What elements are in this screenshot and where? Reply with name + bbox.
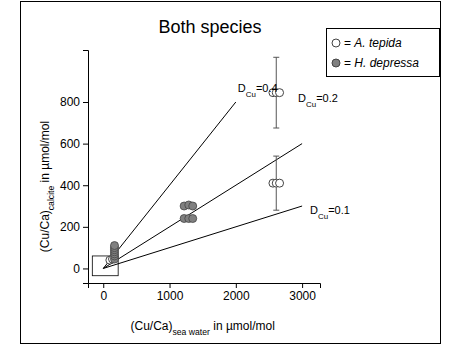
subscript: Cu bbox=[306, 99, 316, 108]
reference-label: DCu=0.4 bbox=[238, 82, 278, 99]
error-bar-cap bbox=[273, 57, 279, 58]
legend-marker bbox=[332, 59, 340, 67]
title: Both species bbox=[158, 17, 261, 37]
y-tick-mark bbox=[83, 268, 88, 269]
figure-frame bbox=[21, 2, 441, 344]
x-tick-label: 0 bbox=[100, 289, 107, 303]
y-tick-mark bbox=[83, 144, 88, 145]
label-part: =0.4 bbox=[256, 82, 278, 94]
x-axis-line bbox=[89, 284, 321, 289]
y-tick-mark bbox=[83, 185, 88, 186]
plot-area bbox=[92, 57, 302, 275]
point bbox=[189, 202, 197, 210]
legend: = A. tepida= H. depressa bbox=[327, 29, 440, 77]
error-bar-cap bbox=[273, 210, 279, 211]
x-tick: 1000 bbox=[157, 283, 184, 303]
point bbox=[111, 242, 119, 250]
legend-marker bbox=[332, 39, 340, 47]
point bbox=[276, 179, 284, 187]
x-tick-mark bbox=[302, 283, 303, 288]
x-tick-mark bbox=[103, 283, 104, 288]
subscript: calcite bbox=[46, 186, 56, 211]
y-tick: 0 bbox=[73, 262, 88, 276]
y-axis-line bbox=[83, 51, 89, 284]
label-part: =0.2 bbox=[316, 92, 338, 104]
y-tick-mark bbox=[83, 227, 88, 228]
reference-label: DCu=0.2 bbox=[298, 92, 338, 109]
y-tick: 200 bbox=[60, 220, 88, 234]
y-tick-label: 0 bbox=[73, 262, 80, 276]
y-tick-mark bbox=[83, 102, 88, 103]
y-tick-label: 600 bbox=[60, 137, 80, 151]
y-axis: 0 200 400 600 800 bbox=[60, 51, 89, 284]
label-part: in µmol/mol bbox=[210, 319, 275, 333]
chart: Both species 0 1000 2000 3000 0 200 400 600 800 (C… bbox=[0, 0, 469, 346]
x-tick-label: 2000 bbox=[223, 289, 250, 303]
x-tick-label: 1000 bbox=[157, 289, 184, 303]
x-tick: 2000 bbox=[223, 283, 250, 303]
x-tick-mark bbox=[170, 283, 171, 288]
y-tick-label: 800 bbox=[60, 95, 80, 109]
label-part: D bbox=[310, 204, 318, 216]
subscript: Cu bbox=[318, 212, 328, 221]
label-part: in µmol/mol bbox=[38, 121, 52, 186]
label-part: (Cu/Ca) bbox=[38, 210, 52, 252]
series bbox=[106, 57, 284, 264]
y-axis-title: (Cu/Ca)calcite in µmol/mol bbox=[38, 121, 56, 252]
y-tick-label: 200 bbox=[60, 220, 80, 234]
legend-box bbox=[327, 29, 440, 77]
legend-label: H. depressa bbox=[354, 56, 419, 70]
label-part: D bbox=[238, 82, 246, 94]
point bbox=[189, 215, 197, 223]
reference-line bbox=[103, 206, 302, 268]
legend-separator: = bbox=[344, 36, 354, 50]
y-tick: 400 bbox=[60, 179, 88, 193]
x-axis: 0 1000 2000 3000 bbox=[89, 283, 321, 303]
x-tick-label: 3000 bbox=[289, 289, 316, 303]
label-part: =0.1 bbox=[328, 204, 350, 216]
y-tick-label: 400 bbox=[60, 179, 80, 193]
y-tick: 800 bbox=[60, 95, 88, 109]
series bbox=[111, 201, 197, 263]
error-bar-cap bbox=[273, 156, 279, 157]
legend-separator: = bbox=[344, 56, 354, 70]
x-tick: 0 bbox=[100, 283, 107, 303]
x-tick-mark bbox=[236, 283, 237, 288]
legend-entry: = H. depressa bbox=[344, 56, 419, 70]
x-axis-title: (Cu/Ca)sea water in µmol/mol bbox=[130, 319, 274, 337]
y-tick: 600 bbox=[60, 137, 88, 151]
error-bar-cap bbox=[273, 128, 279, 129]
x-tick: 3000 bbox=[289, 283, 316, 303]
subscript: sea water bbox=[173, 327, 211, 337]
reference-line bbox=[103, 102, 236, 268]
legend-entry: = A. tepida bbox=[344, 36, 402, 50]
reference-line bbox=[103, 144, 302, 269]
reference-label: DCu=0.1 bbox=[310, 204, 350, 221]
legend-label: A. tepida bbox=[353, 36, 402, 50]
label-part: (Cu/Ca) bbox=[130, 319, 172, 333]
label-part: D bbox=[298, 92, 306, 104]
subscript: Cu bbox=[246, 90, 256, 99]
